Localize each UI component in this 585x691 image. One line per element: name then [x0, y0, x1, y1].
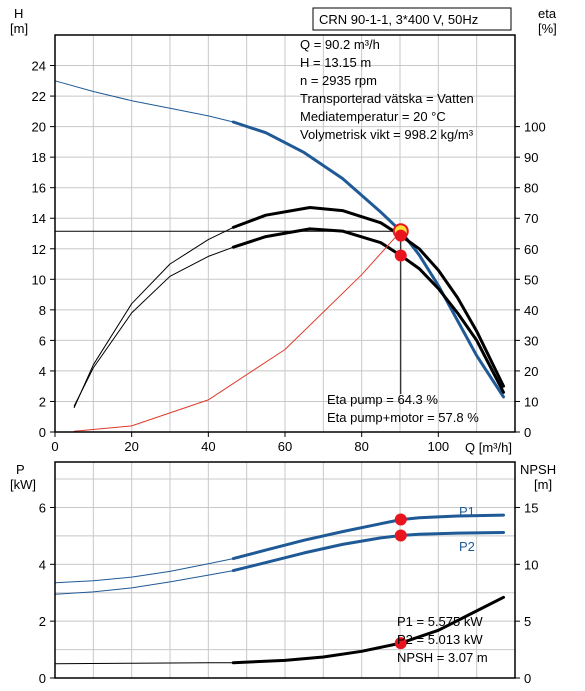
bottom-panel-curves: [54, 513, 505, 665]
curve-p2-thin: [54, 570, 234, 595]
tick-label-right: 70: [524, 211, 538, 226]
top-ylabel-right-line1: eta: [538, 6, 557, 21]
tick-label-right: 60: [524, 242, 538, 257]
tick-label-right: 100: [524, 120, 546, 135]
operating-point-marker: [394, 637, 407, 650]
tick-label-left: 2: [39, 394, 46, 409]
tick-label-right: 15: [524, 500, 538, 515]
curve-head-thin: [54, 80, 234, 123]
tick-label-left: 10: [32, 272, 46, 287]
curve-head-thick: [231, 120, 505, 399]
tick-label-left: 12: [32, 242, 46, 257]
tick-label-x: 100: [427, 439, 449, 454]
bottom-ylabel-left-line1: P: [16, 462, 25, 477]
tick-label-left: 6: [39, 500, 46, 515]
info-line: H = 13.15 m: [300, 55, 371, 70]
tick-label-right: 30: [524, 333, 538, 348]
info-line: n = 2935 rpm: [300, 73, 377, 88]
bottom-ylabel-right-line2: [m]: [534, 477, 552, 492]
p1-annotation: P1 = 5.575 kW: [397, 614, 483, 629]
tick-label-right: 0: [524, 425, 531, 440]
tick-label-left: 0: [39, 671, 46, 686]
chart-title: CRN 90-1-1, 3*400 V, 50Hz: [319, 12, 478, 27]
eta-total-annotation: Eta pump+motor = 57.8 %: [327, 410, 479, 425]
top-ylabel-left-line2: [m]: [10, 21, 28, 36]
info-line: Transporterad vätska = Vatten: [300, 91, 474, 106]
info-block: Q = 90.2 m³/h H = 13.15 m n = 2935 rpm T…: [300, 37, 474, 142]
tick-label-left: 14: [32, 211, 46, 226]
curve-eta-total-thin: [73, 246, 234, 407]
info-line: Mediatemperatur = 20 °C: [300, 109, 446, 124]
top-ylabel-left-line1: H: [14, 6, 23, 21]
p2-curve-label: P2: [459, 539, 475, 554]
operating-point-marker: [394, 229, 407, 242]
tick-label-left: 18: [32, 150, 46, 165]
tick-label-right: 5: [524, 614, 531, 629]
curve-eta-total-thick: [231, 227, 505, 394]
top-ylabel-right-line2: [%]: [538, 21, 557, 36]
top-xlabel: Q [m³/h]: [465, 440, 512, 455]
tick-label-left: 22: [32, 89, 46, 104]
bottom-panel-ticks: 0 2 4 6 0 5 10 15: [39, 500, 539, 686]
title-box: [312, 7, 512, 31]
p1-curve-label: P1: [459, 504, 475, 519]
tick-label-left: 6: [39, 333, 46, 348]
curve-p1-thick: [231, 513, 505, 561]
top-panel-points: [392, 223, 409, 262]
tick-label-x: 0: [51, 439, 58, 454]
curve-npsh-thick: [231, 595, 505, 665]
tick-label-right: 50: [524, 272, 538, 287]
tick-label-right: 40: [524, 303, 538, 318]
curve-npsh-thin: [54, 662, 234, 665]
bottom-panel-points: [394, 513, 407, 650]
tick-label-left: 16: [32, 181, 46, 196]
curve-eta-pump-thin: [73, 226, 234, 409]
curve-p2-thick: [231, 531, 505, 573]
tick-label-left: 0: [39, 425, 46, 440]
tick-label-left: 20: [32, 120, 46, 135]
tick-label-right: 20: [524, 364, 538, 379]
eta-pump-annotation: Eta pump = 64.3 %: [327, 392, 438, 407]
top-panel-grid: [55, 34, 515, 432]
p2-annotation: P2 = 5.013 kW: [397, 632, 483, 647]
tick-label-x: 40: [201, 439, 215, 454]
tick-label-x: 20: [124, 439, 138, 454]
tick-label-left: 4: [39, 557, 46, 572]
tick-label-left: 4: [39, 364, 46, 379]
tick-label-left: 24: [32, 59, 46, 74]
bottom-panel-grid: [55, 462, 515, 678]
tick-label-x: 60: [278, 439, 292, 454]
info-line: Volymetrisk vikt = 998.2 kg/m³: [300, 127, 474, 142]
tick-label-right: 10: [524, 557, 538, 572]
tick-label-right: 90: [524, 150, 538, 165]
tick-label-right: 10: [524, 394, 538, 409]
tick-label-right: 0: [524, 671, 531, 686]
tick-label-left: 8: [39, 303, 46, 318]
bottom-panel-frame: [54, 461, 516, 679]
info-line: Q = 90.2 m³/h: [300, 37, 380, 52]
operating-point-marker: [394, 249, 407, 262]
bottom-ylabel-left-line2: [kW]: [10, 477, 36, 492]
operating-point-marker: [394, 513, 407, 526]
curve-system-curve: [73, 230, 402, 432]
bottom-plot-frame: [54, 461, 516, 679]
tick-label-left: 2: [39, 614, 46, 629]
operating-point-marker: [394, 529, 407, 542]
tick-label-right: 80: [524, 181, 538, 196]
tick-label-x: 80: [354, 439, 368, 454]
bottom-ylabel-right-line1: NPSH: [520, 462, 556, 477]
npsh-annotation: NPSH = 3.07 m: [397, 650, 488, 665]
curve-p1-thin: [54, 558, 234, 584]
top-panel-ticks: 0246810121416182022240102030405060708090…: [32, 59, 546, 454]
